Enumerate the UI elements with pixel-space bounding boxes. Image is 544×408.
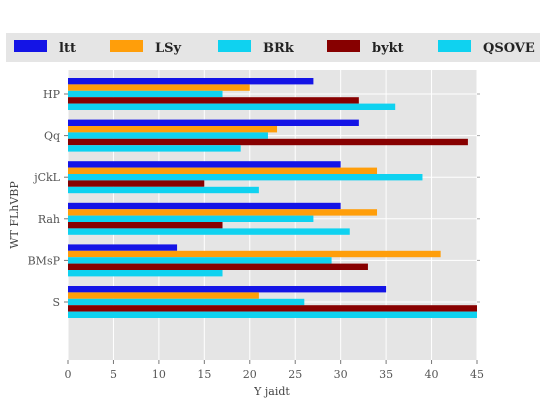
bar-qsove-rah (68, 228, 350, 235)
y-axis-title: WT FLhVBP (8, 181, 21, 249)
legend-label-ltt: ltt (59, 41, 76, 56)
bar-brk-bmsp (68, 257, 332, 264)
bar-brk-jckl (68, 174, 423, 181)
x-tick-label: 35 (379, 368, 393, 381)
y-tick-label: S (52, 296, 60, 309)
legend-label-qsove: QSOVE (483, 41, 535, 56)
x-tick-label: 10 (152, 368, 166, 381)
bar-lsy-rah (68, 209, 378, 216)
x-tick-label: 15 (197, 368, 211, 381)
legend-swatch-bykt (327, 40, 360, 52)
bar-qsove-hp (68, 103, 396, 110)
bar-ltt-qq (68, 119, 359, 126)
bar-qsove-jckl (68, 186, 259, 194)
y-tick-label: HP (43, 88, 61, 101)
bar-bykt-s (68, 305, 477, 312)
x-tick-label: 45 (470, 368, 484, 381)
y-tick-label: Qq (44, 130, 60, 143)
bar-ltt-s (68, 286, 387, 293)
bar-ltt-bmsp (68, 244, 178, 251)
bar-brk-s (68, 298, 305, 306)
bar-brk-rah (68, 215, 314, 222)
bars (68, 78, 477, 318)
y-tick-label: Rah (38, 213, 60, 226)
bar-lsy-qq (68, 126, 278, 133)
bar-bykt-bmsp (68, 263, 368, 270)
bar-lsy-hp (68, 84, 250, 91)
bar-bykt-rah (68, 222, 223, 229)
bar-bykt-jckl (68, 180, 205, 187)
bar-lsy-bmsp (68, 250, 441, 258)
x-axis-ticks: 0 5 10 15 20 25 30 35 40 45 (65, 360, 484, 381)
x-tick-label: 20 (243, 368, 257, 381)
legend-swatch-lsy (110, 40, 143, 52)
legend-swatch-brk (218, 40, 251, 52)
bar-qsove-s (68, 311, 477, 318)
bar-bykt-qq (68, 138, 468, 146)
x-tick-label: 0 (65, 368, 72, 381)
x-axis-title: Y jaidt (253, 385, 290, 398)
bar-lsy-jckl (68, 167, 378, 174)
legend-swatch-qsove (438, 40, 471, 52)
x-tick-label: 30 (334, 368, 348, 381)
legend-swatch-ltt (14, 40, 47, 52)
legend-label-bykt: bykt (372, 41, 404, 56)
bar-ltt-jckl (68, 161, 341, 168)
legend-label-brk: BRk (263, 41, 295, 56)
bar-lsy-s (68, 292, 259, 299)
x-tick-label: 25 (288, 368, 302, 381)
y-tick-label: jCkL (32, 171, 60, 184)
bar-ltt-rah (68, 202, 341, 210)
bar-brk-hp (68, 90, 223, 98)
bar-ltt-hp (68, 78, 314, 85)
legend: ltt LSy BRk bykt QSOVE (14, 40, 535, 56)
y-axis-ticks: HP Qq jCkL Rah BMsP S (28, 88, 480, 309)
y-tick-label: BMsP (28, 254, 61, 267)
bar-bykt-hp (68, 97, 359, 104)
bar-qsove-bmsp (68, 270, 223, 277)
legend-label-lsy: LSy (155, 41, 182, 56)
x-tick-label: 5 (110, 368, 117, 381)
bar-qsove-qq (68, 145, 241, 152)
bar-brk-qq (68, 132, 268, 139)
x-tick-label: 40 (425, 368, 439, 381)
